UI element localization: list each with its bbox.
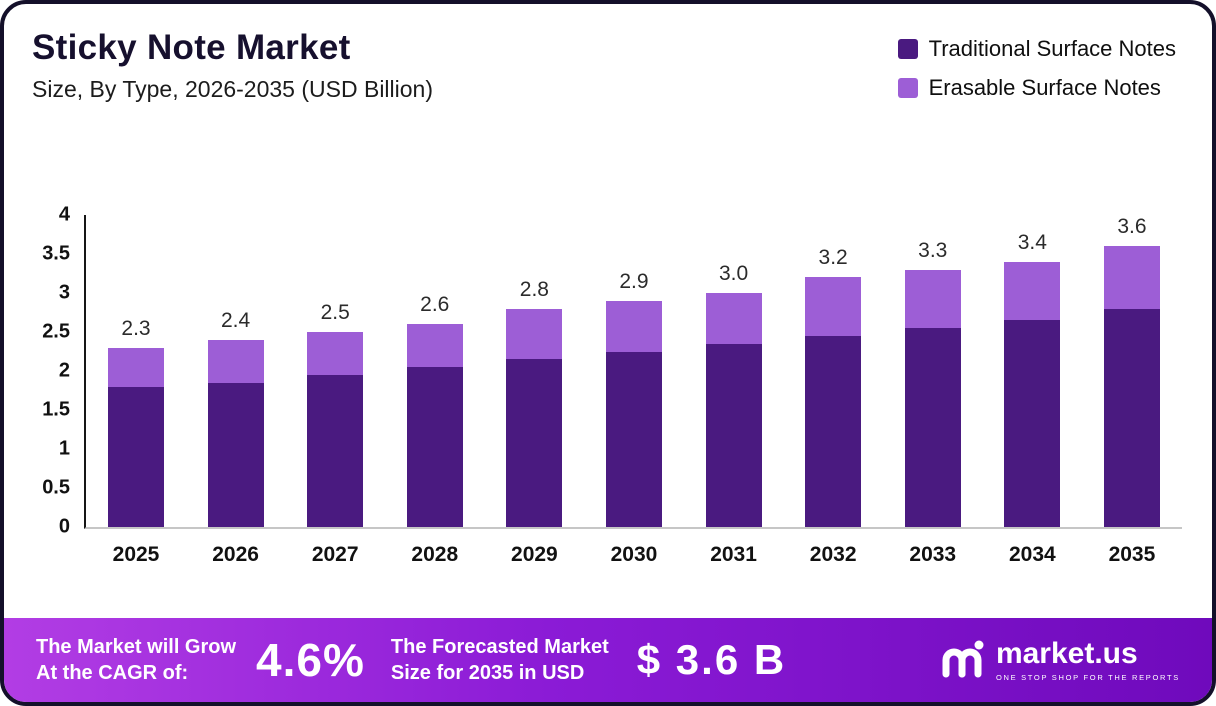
page-subtitle: Size, By Type, 2026-2035 (USD Billion) <box>32 76 433 102</box>
bar-segment-traditional <box>1103 308 1160 527</box>
bar-segment-traditional <box>805 335 862 527</box>
x-axis-labels: 2025 2026 2027 2028 2029 2030 2031 2032 2033 2034… <box>86 543 1182 567</box>
bar-segment-erasable <box>506 308 563 360</box>
bar-segment-erasable <box>207 339 264 383</box>
bar-total-label: 2.6 <box>420 293 450 317</box>
y-tick-label: 3 <box>58 281 70 304</box>
bar-segment-erasable <box>108 347 164 387</box>
bar-column: 2.3 <box>108 215 164 527</box>
bar-total-label: 2.9 <box>619 269 649 293</box>
chart-body: 4 3.5 3 2.5 2 1.5 1 0.5 0 2.3 2.4 2.5 2.6 2.8 2.9 3.0 3… <box>20 204 1182 538</box>
x-axis-label: 2025 <box>112 543 160 566</box>
y-tick-label: 4 <box>58 203 70 226</box>
bar-total-label: 3.0 <box>718 262 749 286</box>
title-block: Sticky Note Market Size, By Type, 2026-2… <box>32 28 433 103</box>
x-axis-label: 2031 <box>710 543 757 566</box>
bar-segment-traditional <box>1004 320 1061 527</box>
y-tick-label: 2 <box>58 359 70 382</box>
y-tick-label: 0 <box>58 515 70 538</box>
cagr-value: 4.6% <box>256 634 365 686</box>
cagr-label: The Market will Grow At the CAGR of: <box>36 634 236 686</box>
bar-total-label: 2.5 <box>320 301 350 325</box>
cagr-label-line2: At the CAGR of: <box>36 662 189 684</box>
bar-segment-traditional <box>506 359 563 527</box>
plot-area: 2.3 2.4 2.5 2.6 2.8 2.9 3.0 3.2 3.3 3.4 3.6 <box>84 215 1182 529</box>
x-axis-label: 2034 <box>1008 543 1056 566</box>
bar-segment-traditional <box>406 367 463 527</box>
page-title: Sticky Note Market <box>32 28 351 67</box>
forecast-label-line1: The Forecasted Market <box>390 636 609 658</box>
header: Sticky Note Market Size, By Type, 2026-2… <box>4 4 1212 103</box>
bar-total-label: 3.3 <box>918 238 948 262</box>
bar-segment-erasable <box>605 300 662 352</box>
brand-logo: market.us ONE STOP SHOP FOR THE REPORTS <box>938 636 1180 684</box>
bar-column: 2.5 <box>307 215 364 527</box>
bar-segment-erasable <box>1004 261 1061 321</box>
bar-segment-traditional <box>307 374 364 527</box>
legend-item: Erasable Surface Notes <box>897 75 1176 101</box>
bar-total-label: 2.3 <box>121 316 151 340</box>
chart: 4 3.5 3 2.5 2 1.5 1 0.5 0 2.3 2.4 2.5 2.6 2.8 2.9 3.0 3… <box>20 204 1182 567</box>
bar-segment-erasable <box>406 324 463 368</box>
forecast-value: $ 3.6 B <box>636 636 787 683</box>
bar-total-label: 3.2 <box>818 246 848 270</box>
legend: Traditional Surface Notes Erasable Surfac… <box>897 36 1176 103</box>
brand-text: market.us ONE STOP SHOP FOR THE REPORTS <box>995 636 1180 682</box>
bar-total-label: 3.6 <box>1117 215 1147 239</box>
y-tick-label: 1 <box>58 437 70 460</box>
x-axis-label: 2033 <box>909 543 957 566</box>
x-axis-label: 2032 <box>809 543 857 566</box>
legend-item: Traditional Surface Notes <box>897 36 1176 62</box>
bar-segment-erasable <box>307 332 364 375</box>
bar-column: 3.4 <box>1004 215 1061 527</box>
bar-segment-traditional <box>904 328 961 527</box>
cagr-label-line1: The Market will Grow <box>36 636 237 658</box>
bar-total-label: 2.8 <box>519 277 549 301</box>
bar-total-label: 3.4 <box>1017 230 1047 254</box>
bar-column: 2.9 <box>605 215 662 527</box>
legend-label: Traditional Surface Notes <box>928 36 1176 61</box>
brand-name: market.us <box>995 636 1138 670</box>
y-tick-label: 1.5 <box>42 398 70 421</box>
x-axis-label: 2028 <box>411 543 459 566</box>
bar-column: 2.4 <box>207 215 264 527</box>
legend-label: Erasable Surface Notes <box>928 75 1161 100</box>
y-tick-label: 2.5 <box>42 320 70 343</box>
bar-segment-traditional <box>705 343 762 527</box>
footer-banner: The Market will Grow At the CAGR of: 4.6… <box>4 618 1212 702</box>
bar-segment-erasable <box>805 277 862 336</box>
bar-total-label: 2.4 <box>220 308 251 332</box>
bar-column: 3.2 <box>805 215 862 527</box>
bar-segment-traditional <box>108 386 164 527</box>
bar-segment-traditional <box>207 382 264 527</box>
bar-segment-erasable <box>904 269 961 329</box>
legend-swatch <box>897 78 918 98</box>
forecast-label: The Forecasted Market Size for 2035 in U… <box>391 634 609 686</box>
brand-tagline: ONE STOP SHOP FOR THE REPORTS <box>995 672 1180 682</box>
x-axis-label: 2035 <box>1108 543 1156 566</box>
bar-column: 2.8 <box>506 215 563 527</box>
bar-segment-erasable <box>1103 246 1160 309</box>
x-axis-label: 2029 <box>511 543 558 566</box>
bar-segment-traditional <box>605 351 662 527</box>
y-tick-label: 3.5 <box>42 242 70 265</box>
bar-segment-erasable <box>705 293 762 344</box>
y-tick-label: 0.5 <box>42 476 70 499</box>
y-axis: 4 3.5 3 2.5 2 1.5 1 0.5 0 <box>20 204 84 538</box>
x-axis-label: 2026 <box>212 543 259 566</box>
legend-swatch <box>897 39 918 59</box>
bar-column: 3.0 <box>705 215 762 527</box>
x-axis-label: 2027 <box>311 543 359 566</box>
bar-column: 3.3 <box>904 215 961 527</box>
market-us-logo-icon <box>942 640 984 678</box>
x-axis-label: 2030 <box>610 543 658 566</box>
bar-column: 3.6 <box>1103 215 1160 527</box>
bar-column: 2.6 <box>406 215 463 527</box>
forecast-label-line2: Size for 2035 in USD <box>390 662 585 684</box>
